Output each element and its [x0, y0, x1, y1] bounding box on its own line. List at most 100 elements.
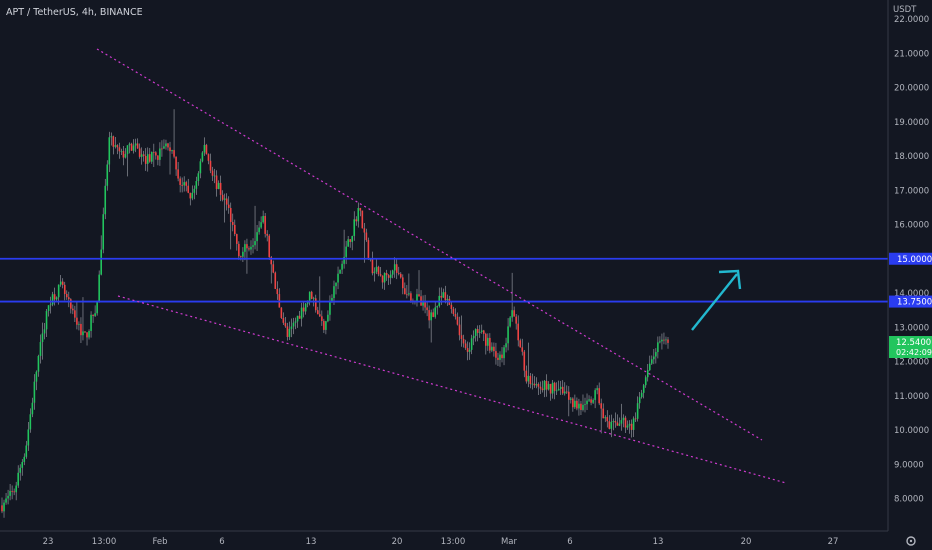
candle	[104, 178, 107, 220]
candle-body	[238, 243, 240, 257]
candle	[193, 185, 196, 200]
candle	[397, 266, 400, 276]
candle	[213, 168, 216, 184]
candle	[80, 317, 82, 344]
candle	[614, 412, 617, 428]
candle	[416, 288, 418, 307]
candle-body	[523, 351, 526, 371]
candle-body	[304, 303, 307, 312]
candle	[110, 132, 113, 146]
candle	[231, 213, 234, 232]
candle	[112, 135, 115, 155]
candle	[393, 257, 396, 278]
candle-body	[300, 307, 303, 319]
candle-body	[628, 423, 631, 426]
candle-body	[90, 314, 92, 331]
candle-body	[308, 291, 311, 301]
candle	[78, 321, 80, 331]
price-tick-label: 19.0000	[894, 118, 929, 128]
candle-body	[551, 382, 554, 394]
candle	[570, 397, 572, 404]
candle	[106, 160, 109, 191]
candle-body	[466, 348, 469, 352]
candle	[616, 414, 619, 426]
candle	[68, 291, 70, 308]
candle	[268, 234, 271, 260]
candle-body	[302, 307, 305, 312]
candle	[280, 307, 283, 319]
candle-body	[432, 312, 434, 317]
candle-body	[371, 259, 374, 274]
candle-body	[646, 370, 649, 378]
candle-body	[53, 294, 56, 300]
candle-body	[323, 320, 325, 330]
candle	[264, 213, 266, 238]
candle-body	[588, 399, 590, 401]
candle	[509, 315, 511, 328]
candle-body	[61, 281, 64, 285]
candle	[663, 332, 665, 345]
candle	[531, 373, 534, 390]
candle-body	[464, 343, 467, 349]
candle	[404, 282, 406, 295]
settings-gear[interactable]	[906, 536, 916, 546]
time-tick-label: Feb	[152, 537, 167, 547]
lower-trendline[interactable]	[117, 295, 787, 484]
candle	[565, 385, 568, 394]
candle-body	[363, 228, 366, 233]
candle	[389, 270, 392, 285]
candle-body	[353, 219, 356, 237]
candle-body	[454, 314, 457, 317]
candle	[49, 296, 52, 314]
candle	[551, 379, 554, 399]
candle-body	[248, 248, 250, 250]
price-tick-label: 17.0000	[894, 186, 929, 196]
time-axis[interactable]: 23 13:00 Feb 6 13 20 13:00 Mar 6 13 20 27	[0, 530, 932, 550]
candle	[612, 418, 615, 431]
candle-body	[515, 316, 517, 324]
candle-body	[240, 256, 242, 258]
candle	[236, 233, 238, 251]
candle	[351, 235, 354, 251]
price-axis[interactable]: USDT 22.0000 21.0000 20.0000 19.0000 18.0000…	[887, 0, 932, 550]
candle-body	[535, 384, 538, 386]
candle-body	[458, 324, 461, 336]
candle-body	[236, 234, 238, 244]
candle	[624, 415, 627, 433]
candle-body	[262, 215, 264, 223]
candle-body	[446, 298, 449, 301]
candle-body	[63, 284, 66, 294]
candle-body	[491, 346, 493, 351]
candle	[436, 305, 439, 315]
candle	[88, 329, 90, 340]
candle-body	[19, 467, 22, 473]
candle	[357, 202, 360, 228]
current-price-badge	[889, 336, 932, 359]
candle	[345, 240, 347, 265]
candle-body	[179, 178, 181, 185]
candle-body	[393, 264, 396, 271]
candle	[661, 333, 663, 350]
candle	[487, 333, 489, 351]
candle-body	[632, 418, 635, 430]
gear-icon[interactable]	[906, 536, 916, 546]
candle-body	[7, 495, 9, 499]
upper-trendline[interactable]	[96, 48, 763, 441]
candle	[39, 334, 42, 364]
candle	[466, 341, 469, 361]
arrow-shaft	[691, 273, 738, 331]
candle	[434, 301, 437, 319]
price-tick-label: 20.0000	[894, 84, 929, 94]
candle-body	[136, 143, 139, 149]
candle	[667, 337, 669, 349]
candle	[17, 465, 19, 488]
candle	[23, 453, 26, 466]
candle	[458, 316, 461, 341]
candle-body	[509, 317, 511, 327]
candle	[252, 238, 254, 254]
time-tick-label: 13	[306, 537, 317, 547]
candle	[606, 410, 609, 428]
candle	[602, 403, 605, 419]
candle-body	[391, 270, 394, 275]
